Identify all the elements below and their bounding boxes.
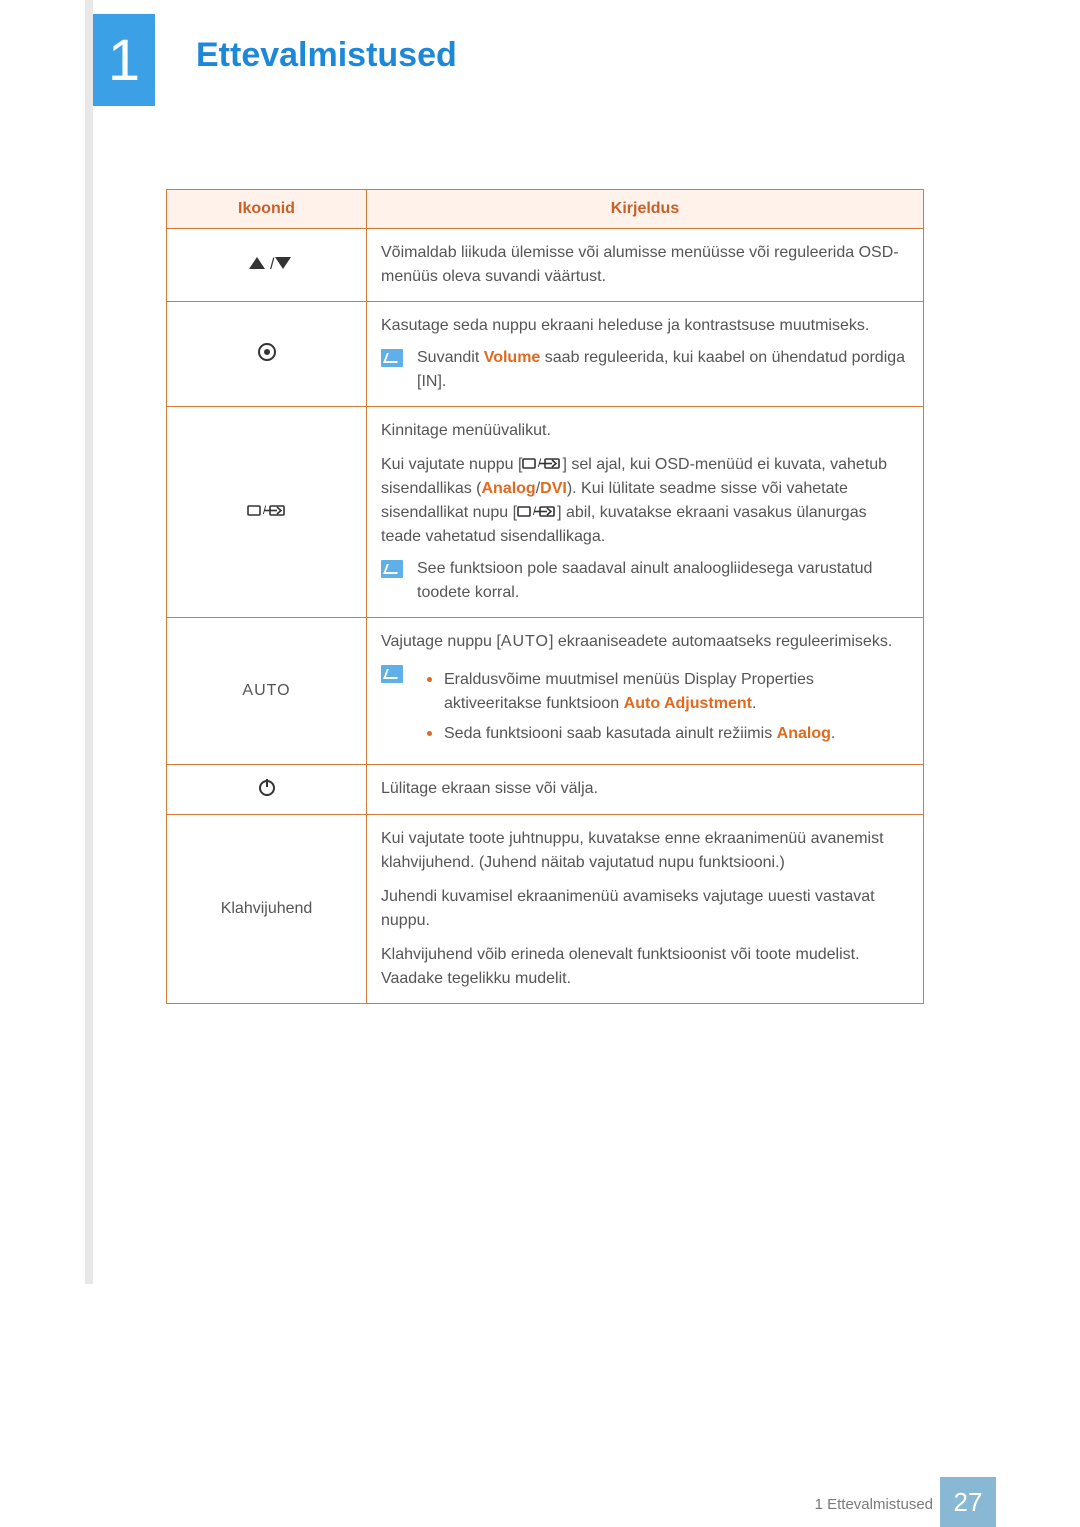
- text-frag: .: [752, 695, 756, 712]
- row3-p1: Kinnitage menüüvalikut.: [381, 419, 909, 443]
- source-switch-icon: [517, 504, 557, 520]
- source-switch-icon: [247, 503, 287, 519]
- icons-description-table: Ikoonid Kirjeldus / Võimaldab liikuda ül…: [166, 189, 924, 1004]
- text-frag: Kui vajutate nuppu [: [381, 456, 522, 473]
- desc-cell: Võimaldab liikuda ülemisse või alumisse …: [367, 229, 924, 302]
- icon-cell-updown: /: [167, 229, 367, 302]
- chapter-title: Ettevalmistused: [196, 36, 457, 75]
- bullet-item: Seda funktsiooni saab kasutada ainult re…: [417, 722, 909, 746]
- bullet-dot-icon: [427, 731, 432, 736]
- table-row: Lülitage ekraan sisse või välja.: [167, 765, 924, 815]
- desc-cell: Vajutage nuppu [AUTO] ekraaniseadete aut…: [367, 618, 924, 765]
- left-margin-band: [85, 0, 93, 1284]
- row4-bullets: Eraldusvõime muutmisel menüüs Display Pr…: [417, 668, 909, 752]
- table-row: / Võimaldab liikuda ülemisse või alumiss…: [167, 229, 924, 302]
- row2-p1: Kasutage seda nuppu ekraani heleduse ja …: [381, 314, 909, 338]
- text-frag: ] ekraaniseadete automaatseks reguleerim…: [549, 633, 892, 650]
- row3-p2: Kui vajutate nuppu [] sel ajal, kui OSD-…: [381, 453, 909, 549]
- icon-cell-source: [167, 407, 367, 618]
- icon-cell-power: [167, 765, 367, 815]
- row6-p3: Klahvijuhend võib erineda olenevalt funk…: [381, 943, 909, 991]
- row3-note: See funktsioon pole saadaval ainult anal…: [417, 557, 909, 605]
- header-description: Kirjeldus: [367, 190, 924, 229]
- text-frag: .: [831, 725, 835, 742]
- auto-inline: AUTO: [501, 633, 549, 650]
- row2-note: Suvandit Volume saab reguleerida, kui ka…: [417, 346, 909, 394]
- page-number: 27: [954, 1487, 983, 1518]
- row5-description: Lülitage ekraan sisse või välja.: [381, 777, 909, 801]
- desc-cell: Kui vajutate toote juhtnuppu, kuvatakse …: [367, 815, 924, 1004]
- icon-cell-record: [167, 302, 367, 407]
- volume-keyword: Volume: [484, 349, 541, 366]
- chapter-number-badge: 1: [93, 14, 155, 106]
- row6-p1: Kui vajutate toote juhtnuppu, kuvatakse …: [381, 827, 909, 875]
- icon-cell-auto: AUTO: [167, 618, 367, 765]
- auto-adjustment-keyword: Auto Adjustment: [624, 695, 752, 712]
- icon-cell-keyguide: Klahvijuhend: [167, 815, 367, 1004]
- table-row: Kinnitage menüüvalikut. Kui vajutate nup…: [167, 407, 924, 618]
- table-header-row: Ikoonid Kirjeldus: [167, 190, 924, 229]
- auto-text-icon: AUTO: [242, 682, 290, 699]
- note-block: Eraldusvõime muutmisel menüüs Display Pr…: [381, 662, 909, 752]
- note-block: Suvandit Volume saab reguleerida, kui ka…: [381, 346, 909, 394]
- text-frag: Seda funktsiooni saab kasutada ainult re…: [444, 725, 777, 742]
- row6-p2: Juhendi kuvamisel ekraanimenüü avamiseks…: [381, 885, 909, 933]
- table-row: Kasutage seda nuppu ekraani heleduse ja …: [167, 302, 924, 407]
- power-icon: [257, 777, 277, 797]
- source-switch-icon: [522, 456, 562, 472]
- desc-cell: Kinnitage menüüvalikut. Kui vajutate nup…: [367, 407, 924, 618]
- bullet-item: Eraldusvõime muutmisel menüüs Display Pr…: [417, 668, 909, 716]
- chapter-number: 1: [108, 27, 140, 94]
- page-footer: 1 Ettevalmistused 27: [0, 1477, 1080, 1527]
- note-icon: [381, 665, 403, 683]
- dvi-keyword: DVI: [540, 480, 567, 497]
- note-block: See funktsioon pole saadaval ainult anal…: [381, 557, 909, 605]
- bullet-text: Seda funktsiooni saab kasutada ainult re…: [444, 722, 835, 746]
- note-icon: [381, 349, 403, 367]
- analog-keyword: Analog: [481, 480, 535, 497]
- header-icons: Ikoonid: [167, 190, 367, 229]
- text-frag: Suvandit: [417, 349, 484, 366]
- row4-p1: Vajutage nuppu [AUTO] ekraaniseadete aut…: [381, 630, 909, 654]
- triangle-up-down-icon: /: [241, 254, 293, 272]
- text-frag: Vajutage nuppu [: [381, 633, 501, 650]
- document-page: 1 Ettevalmistused Ikoonid Kirjeldus / Võ…: [0, 0, 1080, 1527]
- bullet-text: Eraldusvõime muutmisel menüüs Display Pr…: [444, 668, 909, 716]
- table-row: Klahvijuhend Kui vajutate toote juhtnupp…: [167, 815, 924, 1004]
- row1-description: Võimaldab liikuda ülemisse või alumisse …: [381, 241, 909, 289]
- footer-chapter-label: 1 Ettevalmistused: [815, 1496, 933, 1513]
- bullet-dot-icon: [427, 677, 432, 682]
- desc-cell: Lülitage ekraan sisse või välja.: [367, 765, 924, 815]
- table-row: AUTO Vajutage nuppu [AUTO] ekraaniseadet…: [167, 618, 924, 765]
- analog-keyword: Analog: [777, 725, 831, 742]
- page-number-box: 27: [940, 1477, 996, 1527]
- svg-text:/: /: [270, 256, 275, 272]
- note-icon: [381, 560, 403, 578]
- desc-cell: Kasutage seda nuppu ekraani heleduse ja …: [367, 302, 924, 407]
- keyguide-label: Klahvijuhend: [221, 900, 313, 917]
- record-circle-icon: [256, 341, 278, 363]
